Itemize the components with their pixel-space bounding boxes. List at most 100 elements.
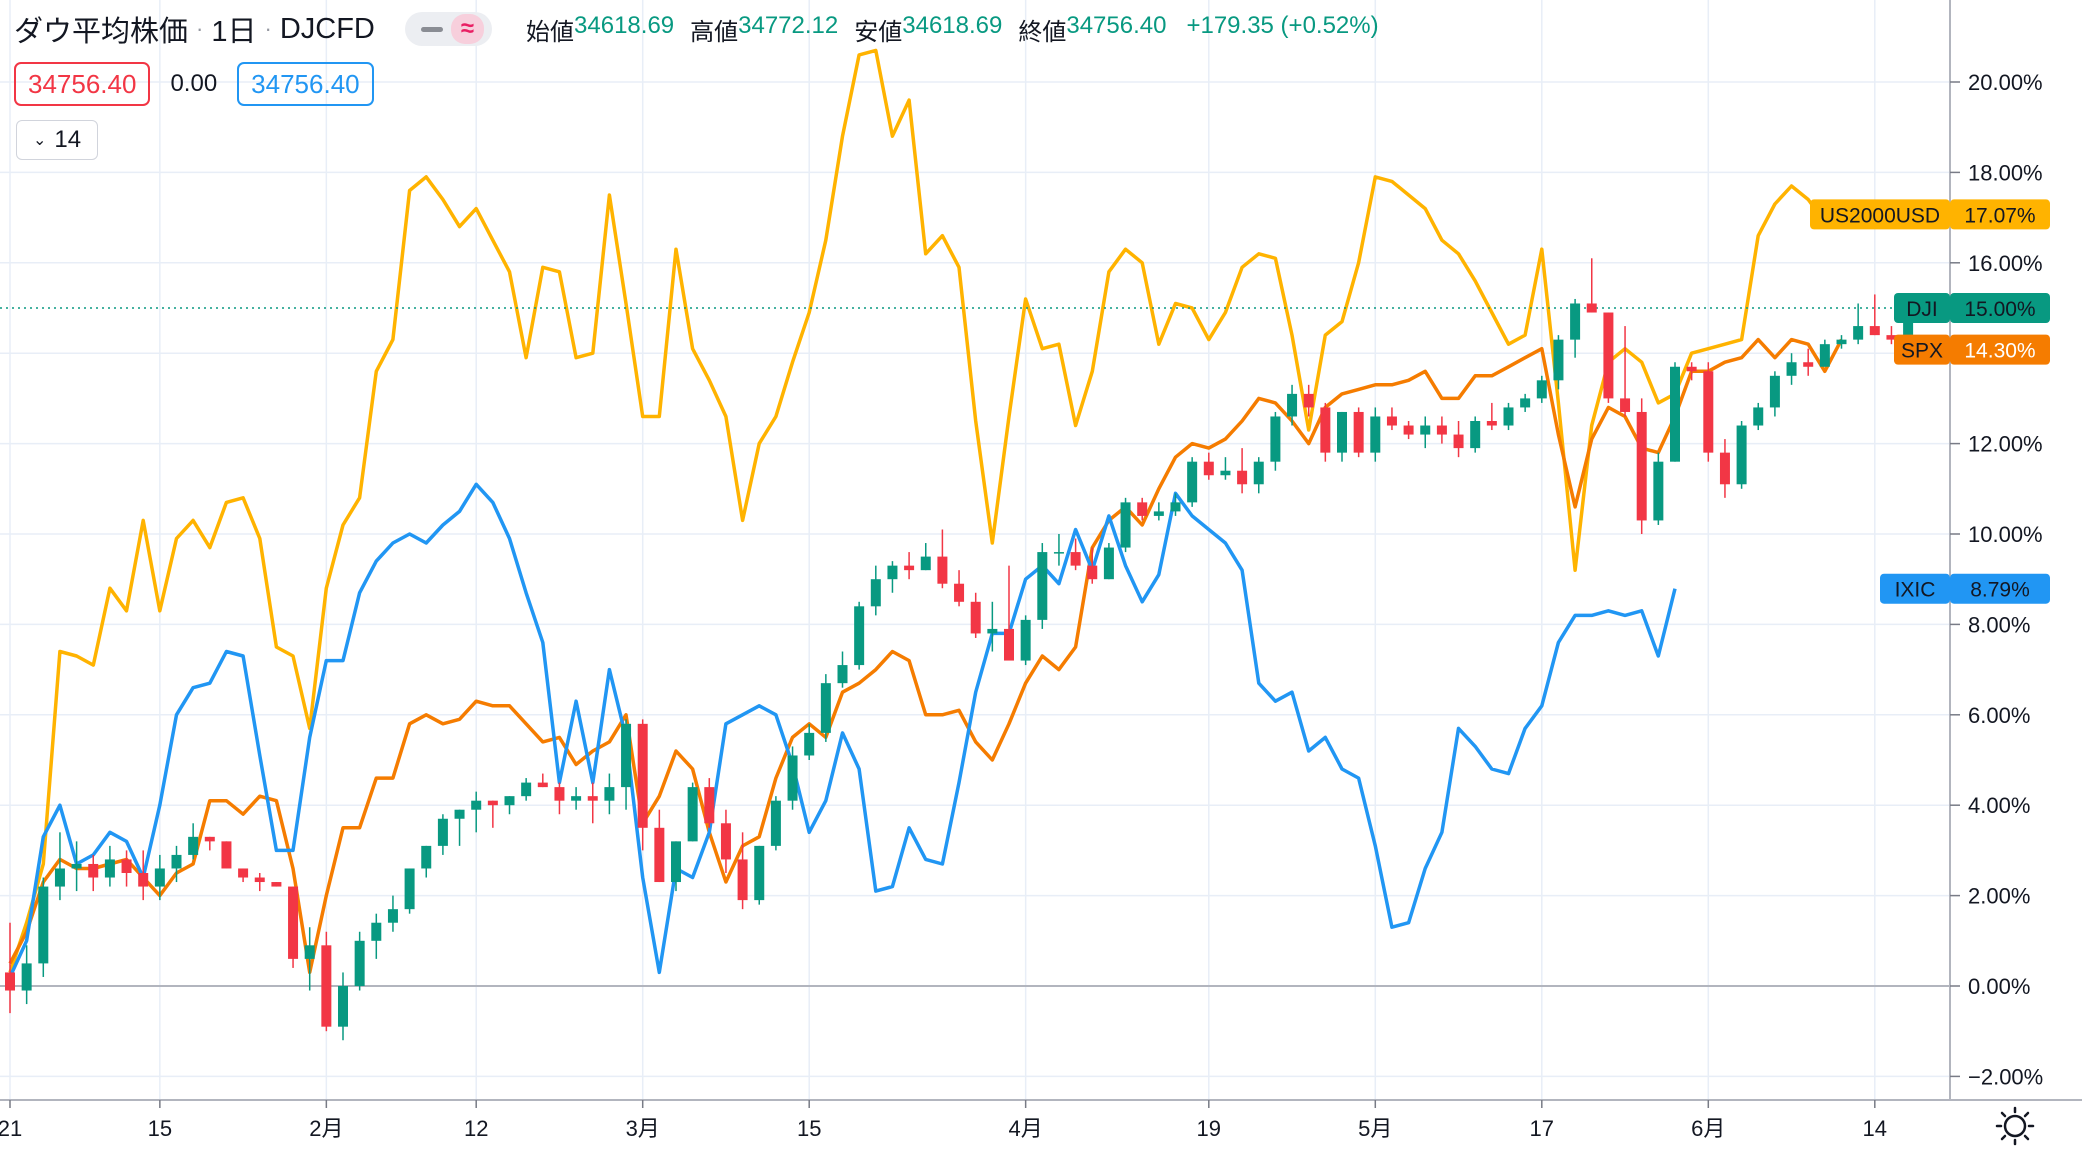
- candle-body: [321, 945, 332, 1027]
- candle-body: [687, 787, 698, 842]
- series-line-us2000usd: [8, 48, 1843, 973]
- timeframe-label[interactable]: 1日: [211, 16, 257, 48]
- collapse-indicators-button[interactable]: ⌄ 14: [16, 120, 98, 160]
- symbol-name[interactable]: ダウ平均株価: [14, 16, 189, 48]
- candle-body: [1253, 461, 1264, 485]
- close-value: 34756.40: [1066, 11, 1167, 39]
- candle-body: [1203, 461, 1214, 476]
- series-value-tag: [1950, 293, 2050, 323]
- candle-body: [1420, 425, 1431, 435]
- y-tick-label: 6.00%: [1968, 703, 2030, 728]
- y-tick-label: 18.00%: [1968, 160, 2043, 185]
- y-tick-label: 20.00%: [1968, 70, 2043, 95]
- candle-body: [1670, 366, 1680, 462]
- candle-body: [637, 723, 648, 828]
- candle-body: [720, 823, 731, 860]
- candle-body: [1170, 502, 1181, 512]
- low-label: 安値: [854, 18, 903, 46]
- candle-body: [920, 556, 931, 571]
- y-tick-label: 2.00%: [1968, 884, 2030, 909]
- series-value-label: 14.30%: [1964, 340, 2035, 363]
- spread-value: 0.00: [170, 70, 218, 97]
- candle-body: [154, 868, 165, 887]
- x-tick-label: 21: [0, 1116, 22, 1141]
- hide-icon[interactable]: [420, 26, 443, 32]
- candle-body: [271, 882, 282, 887]
- candle-body: [387, 909, 398, 923]
- legend-toggle[interactable]: ≈: [404, 12, 493, 46]
- series-name-tag[interactable]: [1894, 334, 1950, 365]
- candle-body: [1087, 565, 1098, 580]
- candle-body: [1803, 362, 1814, 367]
- candle-body: [1903, 308, 1914, 340]
- indicator-count: 14: [54, 126, 82, 153]
- sell-button[interactable]: 34756.40: [14, 62, 151, 106]
- candle-body: [487, 800, 498, 806]
- buy-button[interactable]: 34756.40: [237, 62, 374, 106]
- wave-icon[interactable]: ≈: [450, 14, 485, 44]
- candle-body: [754, 845, 765, 901]
- series-name-tag[interactable]: [1810, 199, 1950, 230]
- candle-body: [1337, 411, 1347, 453]
- candle-body: [1353, 411, 1364, 453]
- candle-body: [820, 683, 831, 733]
- candle-body: [288, 886, 299, 959]
- candle-body: [1736, 425, 1747, 485]
- candle-body: [1786, 362, 1797, 376]
- candle-body: [770, 800, 781, 846]
- candle-body: [1703, 371, 1714, 453]
- y-tick-label: 0.00%: [1968, 974, 2030, 999]
- candle-body: [1769, 375, 1780, 408]
- candle-body: [537, 782, 548, 788]
- candle-body: [954, 583, 965, 602]
- candle-body: [204, 836, 215, 842]
- candle-body: [1836, 339, 1847, 345]
- candle-body: [571, 796, 582, 801]
- candle-body: [338, 986, 348, 1027]
- candle-body: [1886, 335, 1897, 340]
- candle-body: [1004, 628, 1014, 661]
- candle-body: [454, 809, 465, 819]
- candle-body: [621, 723, 632, 788]
- candle-body: [471, 800, 482, 810]
- series-value-tag: [1950, 573, 2050, 604]
- candle-body: [54, 868, 65, 887]
- candle-body: [1037, 552, 1048, 620]
- series-value-tag: [1950, 199, 2050, 230]
- candle-body: [1370, 416, 1381, 453]
- candle-body: [671, 841, 681, 883]
- candle-body: [1120, 502, 1131, 548]
- candle-body: [1303, 393, 1314, 408]
- candle-body: [1503, 407, 1514, 426]
- candle-body: [1653, 461, 1664, 521]
- chart-header: ダウ平均株価 · 1日 · DJCFD ≈ 始値 34618.69 高値 347…: [14, 8, 1379, 50]
- candle-body: [1753, 407, 1764, 426]
- series-name-label: US2000USD: [1820, 204, 1940, 227]
- candle-body: [1620, 398, 1631, 412]
- series-name-label: IXIC: [1895, 579, 1936, 602]
- series-value-tag: [1950, 334, 2050, 365]
- candle-body: [504, 796, 515, 806]
- x-tick-label: 2月: [309, 1116, 343, 1141]
- candle-body: [1636, 411, 1647, 521]
- series-name-tag[interactable]: [1894, 293, 1950, 323]
- candle-body: [1553, 339, 1564, 381]
- candle-body: [1153, 511, 1164, 516]
- candle-body: [5, 972, 15, 991]
- open-value: 34618.69: [574, 11, 675, 39]
- candle-body: [587, 796, 598, 801]
- low-value: 34618.69: [902, 11, 1003, 39]
- x-tick-label: 3月: [626, 1116, 660, 1141]
- candle-body: [1237, 470, 1248, 485]
- candle-body: [1020, 619, 1031, 661]
- change-value: +179.35 (+0.52%): [1186, 11, 1379, 39]
- sun-gear-icon[interactable]: [1995, 1106, 2035, 1146]
- header-separator: ·: [196, 16, 204, 41]
- series-name-tag[interactable]: [1880, 573, 1950, 604]
- high-label: 高値: [690, 18, 739, 46]
- candle-body: [404, 868, 415, 910]
- x-tick-label: 4月: [1009, 1116, 1043, 1141]
- x-tick-label: 12: [464, 1116, 488, 1141]
- y-tick-label: −2.00%: [1968, 1064, 2043, 1089]
